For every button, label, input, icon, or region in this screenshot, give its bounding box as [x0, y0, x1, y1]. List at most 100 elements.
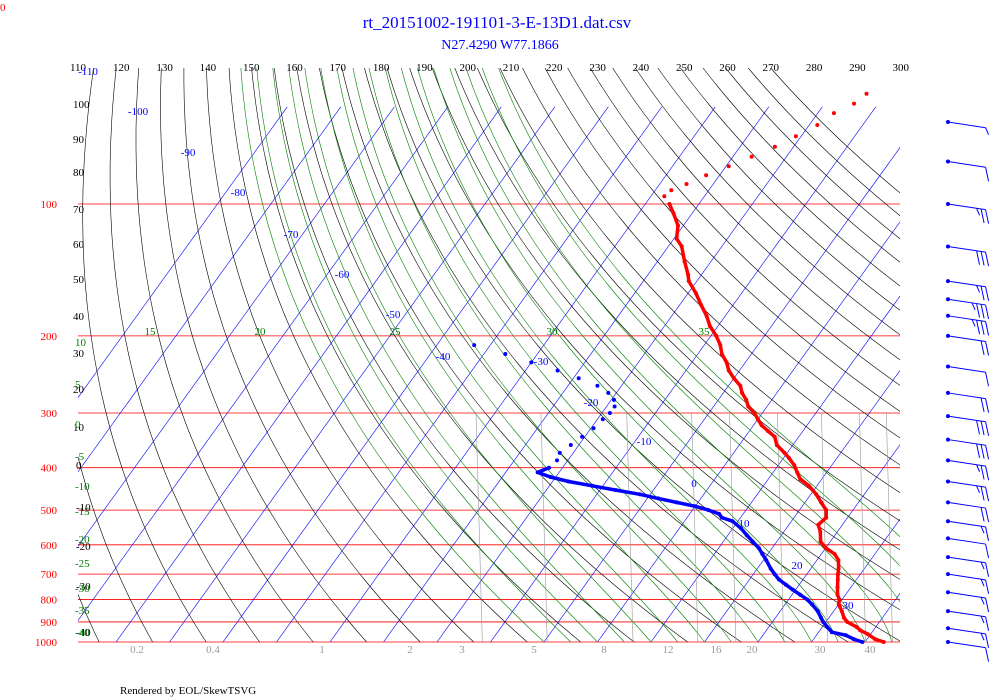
wind-barb-feather — [976, 303, 981, 318]
wind-barb-feather — [980, 340, 985, 355]
dewpoint-point — [591, 426, 596, 431]
moist-adiabat-label: 25 — [390, 326, 402, 338]
dewpoint-point — [566, 479, 571, 484]
mixing-ratio-line — [691, 412, 699, 642]
temperature-point — [726, 368, 731, 373]
top-tick-label: 120 — [113, 62, 130, 74]
isotherm-line — [597, 221, 900, 642]
dry-adiabat-label: 80 — [73, 167, 85, 179]
wind-barb-feather — [980, 526, 985, 534]
wind-barb — [946, 333, 990, 356]
temperature-point — [831, 111, 836, 116]
temperature-point — [718, 343, 723, 348]
isotherm-label: -20 — [584, 397, 599, 409]
wind-barb-staff — [947, 315, 986, 322]
wind-barb-feather — [985, 466, 990, 481]
dry-adiabat-line — [702, 68, 900, 263]
dewpoint-point — [744, 533, 749, 538]
temperature-point — [835, 577, 840, 582]
top-tick-label: 290 — [849, 62, 866, 74]
wind-barb — [946, 519, 990, 542]
wind-barb-feather — [980, 465, 985, 480]
dry-adiabat-line — [273, 68, 635, 642]
top-tick-label: 240 — [633, 62, 650, 74]
wind-barb — [946, 202, 990, 224]
mixing-ratio-label: 12 — [663, 644, 674, 656]
mixing-ratio-label: 0.2 — [130, 644, 144, 656]
dewpoint-point — [693, 504, 698, 509]
dry-adiabat-line — [635, 68, 900, 336]
dry-adiabat-label: 10 — [73, 422, 85, 434]
isotherm-line — [543, 147, 900, 642]
wind-barb — [946, 297, 990, 320]
isotherm-label: 20 — [792, 560, 804, 572]
moist-adiabat-line — [336, 68, 705, 642]
moist-adiabat-label: 35 — [699, 326, 711, 338]
wind-barb — [946, 364, 990, 387]
temperature-point — [686, 279, 691, 284]
mixing-ratio-label: 30 — [815, 644, 827, 656]
dry-adiabat-line — [78, 593, 100, 642]
moist-adiabat-label: -5 — [75, 451, 85, 463]
wind-barb-feather — [985, 562, 990, 577]
temperature-point — [806, 483, 811, 488]
temperature-point — [814, 492, 819, 497]
temperature-point — [704, 313, 709, 318]
isotherm-label: -90 — [181, 147, 196, 159]
wind-barb-feather — [985, 209, 990, 224]
dewpoint-point — [809, 602, 814, 607]
moist-adiabat-label: -10 — [75, 481, 90, 493]
wind-barb-feather — [985, 341, 990, 356]
dry-adiabat-line — [206, 68, 475, 642]
temperature-point — [824, 515, 829, 520]
mixing-ratio-line — [626, 412, 634, 642]
wind-barb — [946, 609, 990, 631]
wind-barb-staff — [947, 501, 986, 509]
temperature-point — [772, 434, 777, 439]
dewpoint-point — [613, 488, 618, 493]
wind-barb-feather — [985, 398, 990, 413]
wind-barb — [946, 120, 990, 135]
temperature-point — [836, 558, 841, 563]
isotherm-label: -10 — [637, 436, 652, 448]
top-tick-label: 110 — [70, 62, 87, 74]
wind-barb-staff — [947, 439, 986, 446]
corner-label: 0 — [0, 2, 6, 14]
isotherm-label: -40 — [436, 351, 451, 363]
isotherm-line — [919, 107, 1000, 642]
dewpoint-point — [738, 526, 743, 531]
dry-adiabat-label: 70 — [73, 204, 85, 216]
temperature-point — [671, 211, 676, 216]
temperature-point — [815, 123, 820, 127]
pressure-tick-label: 1000 — [35, 637, 58, 649]
isotherm-line — [276, 106, 663, 642]
wind-barb — [946, 590, 990, 613]
dewpoint-point — [860, 640, 865, 644]
wind-barb-feather — [980, 251, 985, 266]
isotherm-line — [811, 518, 900, 642]
wind-barb — [946, 640, 990, 662]
pressure-tick-label: 600 — [41, 540, 58, 552]
dry-adiabat-line — [680, 68, 900, 287]
dewpoint-point — [555, 458, 559, 463]
isotherm-label: -70 — [284, 229, 299, 241]
temperature-point — [746, 404, 751, 409]
dry-adiabat-label: 50 — [73, 274, 85, 286]
moist-adiabat-line — [384, 68, 786, 642]
dewpoint-point — [783, 582, 788, 587]
moist-adiabat-line — [304, 68, 652, 642]
wind-barb-feather — [976, 320, 981, 335]
temperature-point — [793, 134, 798, 139]
isotherm-line — [329, 106, 716, 642]
dry-adiabat-label: -40 — [76, 627, 91, 639]
isotherm-line — [78, 106, 288, 399]
wind-barb-feather — [980, 615, 985, 624]
mixing-ratio-label: 40 — [865, 644, 877, 656]
top-tick-label: 160 — [286, 62, 303, 74]
dewpoint-point — [503, 352, 508, 356]
wind-barb-feather — [980, 561, 985, 570]
pressure-tick-label: 500 — [41, 505, 58, 517]
wind-barb-staff — [947, 627, 986, 635]
mixing-ratio-line — [729, 412, 737, 642]
mixing-ratio-label: 3 — [459, 644, 465, 656]
